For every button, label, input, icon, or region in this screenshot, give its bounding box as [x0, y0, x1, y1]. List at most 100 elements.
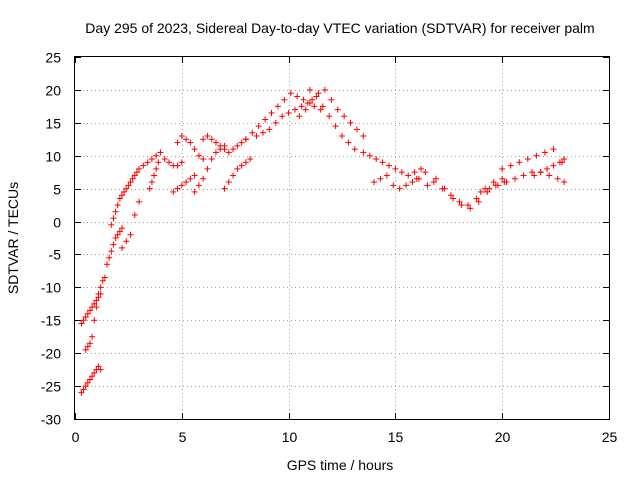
data-point: [512, 175, 519, 182]
data-point: [91, 317, 98, 324]
data-point: [475, 198, 482, 205]
y-tick-label: -5: [49, 247, 62, 263]
data-point: [458, 202, 465, 209]
data-point: [82, 313, 89, 320]
data-point: [424, 182, 431, 189]
data-point: [403, 182, 410, 189]
data-point: [127, 231, 134, 238]
data-point: [499, 175, 506, 182]
data-point: [125, 182, 132, 189]
data-point: [97, 284, 104, 291]
data-point: [294, 93, 301, 100]
data-point: [148, 156, 155, 163]
x-tick-label: 25: [602, 429, 618, 445]
y-tick-label: 20: [45, 83, 61, 99]
data-point: [385, 162, 392, 169]
data-point: [153, 152, 160, 159]
data-point: [161, 156, 168, 163]
data-point: [200, 175, 207, 182]
data-point: [541, 149, 548, 156]
data-point: [550, 162, 557, 169]
data-point: [121, 188, 128, 195]
chart-title: Day 295 of 2023, Sidereal Day-to-day VTE…: [85, 20, 594, 36]
data-point: [151, 172, 158, 179]
data-point: [86, 340, 93, 347]
data-point: [225, 149, 232, 156]
data-point: [93, 304, 100, 311]
data-point: [533, 152, 540, 159]
data-point: [104, 261, 111, 268]
y-tick-label: -30: [41, 412, 61, 428]
data-point: [204, 132, 211, 139]
data-point: [95, 290, 102, 297]
data-point: [99, 277, 106, 284]
y-tick-labels: -30 -25 -20 -15 -10 -5 0 5 10 15 20 25: [41, 50, 61, 428]
y-tick-label: -20: [41, 346, 61, 362]
x-tick-label: 0: [72, 429, 80, 445]
x-tick-label: 10: [282, 429, 298, 445]
data-point: [503, 179, 510, 186]
data-point: [554, 175, 561, 182]
data-point: [409, 179, 416, 186]
data-point: [371, 179, 378, 186]
data-point: [524, 156, 531, 163]
data-point: [82, 383, 89, 390]
data-point: [234, 142, 241, 149]
data-point: [108, 248, 115, 255]
data-point: [249, 129, 256, 136]
data-point: [347, 119, 354, 126]
data-point: [208, 136, 215, 143]
data-point: [101, 274, 108, 281]
data-point: [91, 369, 98, 376]
data-point: [341, 113, 348, 120]
data-point: [112, 235, 119, 241]
data-point: [262, 116, 269, 123]
data-point: [516, 159, 523, 166]
data-point: [321, 86, 328, 93]
data-point: [221, 185, 228, 192]
data-point: [430, 179, 437, 186]
data-point: [360, 149, 367, 156]
data-point: [217, 146, 224, 153]
data-point: [296, 113, 303, 120]
y-tick-label: -15: [41, 313, 61, 329]
data-point: [398, 169, 405, 176]
data-point: [78, 389, 85, 396]
data-point: [484, 188, 491, 195]
data-point: [112, 208, 119, 215]
axis-ticks: [75, 57, 610, 420]
data-point: [140, 162, 147, 169]
data-point: [477, 188, 484, 195]
data-point: [319, 103, 326, 110]
data-point: [129, 175, 136, 182]
data-point: [114, 231, 121, 238]
x-tick-label: 5: [179, 429, 187, 445]
data-point: [238, 162, 245, 169]
data-point: [165, 159, 172, 166]
data-point: [317, 106, 324, 113]
data-point: [345, 139, 352, 146]
data-point: [366, 152, 373, 159]
data-point: [89, 373, 96, 380]
data-point: [86, 376, 93, 383]
data-point: [561, 179, 568, 186]
data-point: [351, 146, 358, 153]
x-axis-label: GPS time / hours: [287, 457, 394, 473]
y-tick-label: 25: [45, 50, 61, 66]
data-point: [155, 159, 162, 166]
grid-lines: [75, 57, 609, 419]
data-point: [110, 241, 117, 248]
data-point: [292, 106, 299, 113]
data-point: [170, 188, 177, 195]
data-point: [212, 139, 219, 146]
data-point: [238, 139, 245, 146]
data-point: [195, 152, 202, 159]
data-point: [153, 165, 160, 172]
data-point: [315, 90, 322, 97]
data-point: [302, 106, 309, 113]
data-point: [116, 228, 123, 235]
y-tick-label: -10: [41, 280, 61, 296]
data-point: [174, 162, 181, 169]
data-point: [136, 165, 143, 172]
data-point: [287, 90, 294, 97]
